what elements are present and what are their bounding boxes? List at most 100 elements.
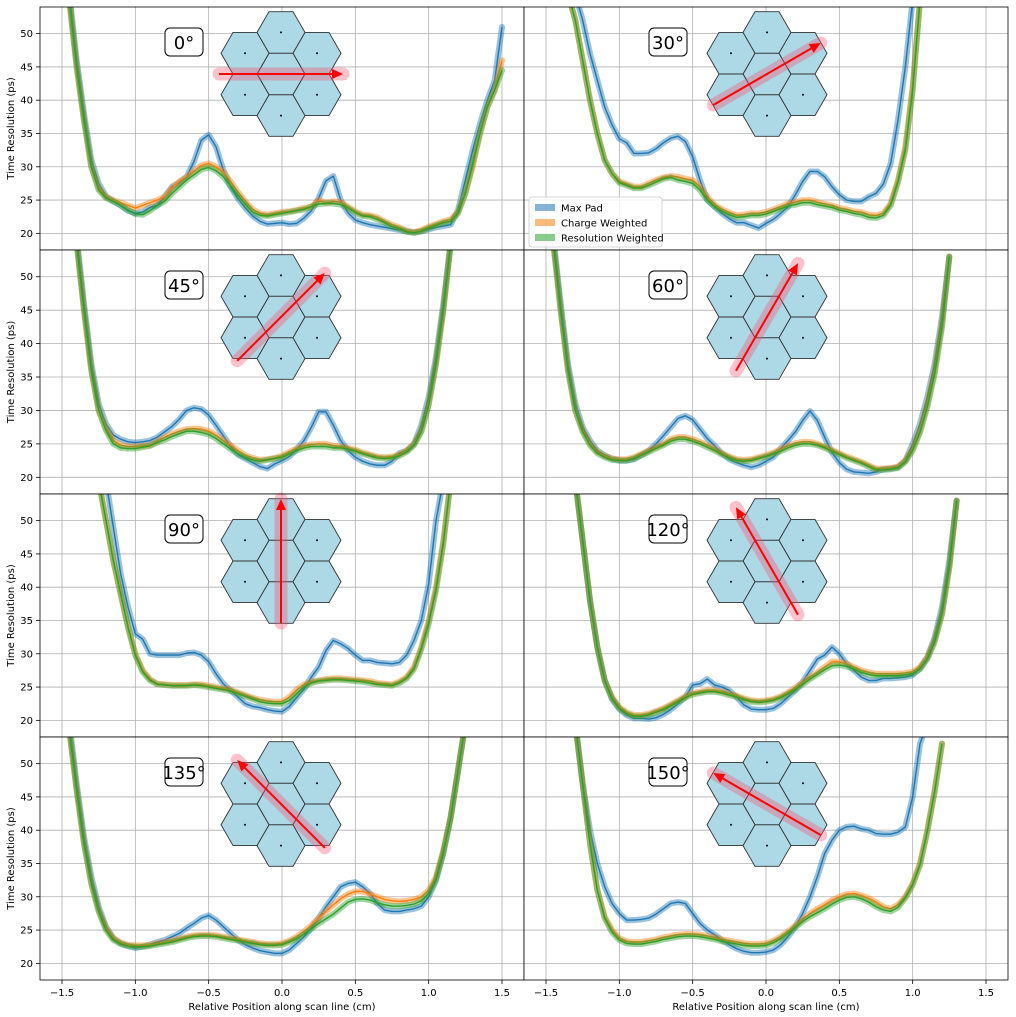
hex-pad-center xyxy=(280,274,282,277)
y-tick-label: 35 xyxy=(20,373,33,384)
x-tick-label: 1.0 xyxy=(421,988,437,999)
angle-label-text: 150° xyxy=(646,763,689,784)
x-tick-label: 1.5 xyxy=(978,988,994,999)
arrow-head xyxy=(313,273,325,285)
angle-label-text: 120° xyxy=(646,520,689,541)
hex-pad-center xyxy=(802,336,804,339)
legend: Max Pad Charge Weighted Resolution Weighte… xyxy=(528,196,664,248)
y-tick-label: 40 xyxy=(20,339,33,350)
angle-label-box xyxy=(164,27,204,57)
panel-0: 0° 20 25 30 35 40 45 50 Time Resolution (ps) xyxy=(6,6,525,251)
x-tick-label: 0.0 xyxy=(274,988,290,999)
angle-label: 45° xyxy=(164,270,204,300)
arrow-head xyxy=(808,43,821,53)
hex-pad-center xyxy=(766,761,768,764)
angle-label: 135° xyxy=(162,757,206,787)
series-line-charge-weighted xyxy=(576,737,943,945)
series-group xyxy=(67,737,467,957)
hex-pad-center xyxy=(766,114,768,117)
y-tick-label: 35 xyxy=(20,616,33,627)
panel-1: 30° Max Pad Charge Weighted Resolution Weig… xyxy=(523,6,1009,251)
series-line-max-pad xyxy=(576,737,924,954)
hex-pad-center xyxy=(280,114,282,117)
legend-entry: Charge Weighted xyxy=(561,219,647,230)
hex-pad-center xyxy=(280,761,282,764)
hex-cluster xyxy=(706,254,828,380)
series-line-charge-weighted xyxy=(553,250,951,470)
angle-label-text: 0° xyxy=(174,33,194,54)
series-line-resolution-weighted xyxy=(69,7,503,234)
hex-pad-center xyxy=(280,31,282,34)
y-tick-label: 25 xyxy=(20,439,33,450)
hex-pad-center xyxy=(316,580,318,583)
hex-pad-center xyxy=(244,52,246,55)
hex-pad-center xyxy=(316,336,318,339)
hex-pad-center xyxy=(802,93,804,96)
hex-cluster xyxy=(706,498,828,624)
series-line-resolution-weighted xyxy=(553,250,951,471)
x-tick-label: −1.0 xyxy=(607,988,631,999)
hex-pad-center xyxy=(316,539,318,542)
series-line-charge-weighted xyxy=(576,494,958,716)
x-tick-label: 1.0 xyxy=(905,988,921,999)
hex-pad-center xyxy=(802,295,804,298)
panel-5: 120° xyxy=(523,493,1009,738)
arrow-head xyxy=(332,69,343,79)
arrow-head xyxy=(736,507,746,520)
x-tick-label: −1.5 xyxy=(534,988,558,999)
angle-label: 120° xyxy=(646,514,690,544)
y-tick-label: 30 xyxy=(20,892,33,903)
y-tick-label: 40 xyxy=(20,96,33,107)
series-group xyxy=(98,494,453,715)
legend-entry: Max Pad xyxy=(561,204,603,215)
series-line-resolution-weighted xyxy=(76,250,451,462)
series-line-max-pad xyxy=(107,494,442,713)
y-tick-label: 45 xyxy=(20,62,33,73)
scan-line-arrow xyxy=(240,763,326,849)
hex-cluster xyxy=(220,254,342,380)
angle-label: 0° xyxy=(164,27,204,57)
series-line-resolution-weighted xyxy=(576,737,943,947)
hex-pad-center xyxy=(244,336,246,339)
angle-label-text: 30° xyxy=(652,33,684,54)
angle-label-box xyxy=(164,757,204,787)
x-tick-label: −1.5 xyxy=(50,988,74,999)
y-tick-label: 45 xyxy=(20,792,33,803)
x-tick-label: 1.5 xyxy=(494,988,510,999)
series-line-max-pad xyxy=(576,494,958,720)
hex-pad-center xyxy=(244,580,246,583)
x-tick-label: 0.5 xyxy=(831,988,847,999)
angle-label-box xyxy=(648,514,688,544)
series-line-charge-weighted xyxy=(69,737,464,947)
hex-pad-center xyxy=(244,539,246,542)
hex-cluster xyxy=(220,741,342,867)
y-tick-label: 25 xyxy=(20,196,33,207)
y-tick-label: 50 xyxy=(20,29,33,40)
hex-pad-center xyxy=(244,93,246,96)
y-axis-label: Time Resolution (ps) xyxy=(6,77,17,181)
legend-swatch xyxy=(535,204,555,211)
x-tick-label: 0.0 xyxy=(758,988,774,999)
hex-pad-center xyxy=(730,336,732,339)
hex-pad-center xyxy=(244,782,246,785)
hex-pad-center xyxy=(730,539,732,542)
y-tick-label: 50 xyxy=(20,516,33,527)
series-group xyxy=(551,250,953,477)
scan-line-arrow xyxy=(735,268,796,372)
y-tick-label: 35 xyxy=(20,129,33,140)
hex-cluster xyxy=(706,741,828,867)
series-line-charge-weighted xyxy=(76,250,451,461)
y-tick-label: 20 xyxy=(20,229,33,240)
hex-pad-center xyxy=(766,518,768,521)
angle-label-text: 45° xyxy=(168,276,200,297)
hex-pad-center xyxy=(280,357,282,360)
x-tick-label: −1.0 xyxy=(123,988,147,999)
angle-label: 60° xyxy=(648,270,688,300)
panel-2: 45° 20 25 30 35 40 45 50 Time Resolution (ps) xyxy=(6,249,525,495)
y-axis-label: Time Resolution (ps) xyxy=(6,321,17,425)
legend-entry: Resolution Weighted xyxy=(561,234,664,245)
hex-pad-center xyxy=(316,295,318,298)
y-tick-label: 25 xyxy=(20,926,33,937)
scan-line-arrow xyxy=(236,276,322,362)
series-line-charge-weighted xyxy=(69,7,503,233)
